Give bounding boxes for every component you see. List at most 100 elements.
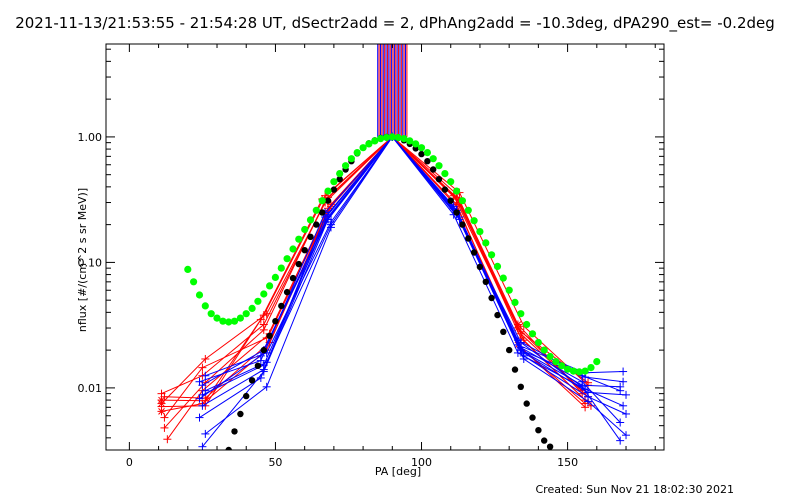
series-marker-blue — [201, 371, 210, 380]
curve-dot-black — [278, 302, 285, 310]
series-marker-blue — [326, 217, 335, 226]
curve-dot-green — [593, 358, 601, 366]
curve-dot-black — [453, 209, 460, 216]
curve-dot-green — [236, 314, 244, 322]
axes-layer: 0 50 100 150 0.01 0.10 1.00 — [78, 43, 665, 469]
series-marker-blue — [516, 346, 525, 355]
curve-dot-black — [324, 197, 332, 204]
curve-dot-green — [540, 346, 548, 354]
curve-dot-black — [447, 197, 454, 204]
curve-dot-black — [500, 328, 507, 335]
curve-dot-green — [225, 318, 233, 326]
curve-dot-black — [307, 233, 314, 240]
curve-dot-green — [201, 302, 209, 310]
curve-dot-black — [511, 366, 519, 373]
curve-dot-green — [476, 228, 484, 236]
curve-dot-green — [365, 140, 373, 148]
series-marker-blue — [622, 390, 631, 399]
curve-dot-green — [453, 187, 461, 195]
curve-dot-black — [254, 362, 262, 369]
series-line-blue — [202, 136, 621, 396]
curve-dot-green — [400, 135, 408, 143]
y-axis-label: nflux [#/(cm^2 s sr MeV)] — [76, 188, 89, 332]
curve-dot-green — [423, 149, 431, 157]
curve-dot-green — [318, 197, 326, 205]
curve-dot-black — [435, 176, 443, 183]
curve-dot-green — [412, 140, 420, 148]
curve-dot-green — [447, 178, 455, 186]
curve-dot-green — [371, 137, 379, 145]
curve-dot-green — [306, 216, 315, 224]
curve-dot-green — [184, 265, 192, 273]
series-marker-blue — [616, 382, 625, 391]
curve-dot-black — [301, 247, 308, 254]
curve-dot-green — [441, 170, 449, 178]
curve-dot-black — [313, 221, 320, 228]
series-marker-blue — [616, 436, 625, 445]
series-marker-red — [157, 402, 166, 411]
curve-dot-black — [546, 443, 554, 450]
curve-dot-green — [342, 162, 350, 170]
curve-dot-black — [430, 166, 437, 173]
curve-dot-black — [494, 311, 501, 319]
curve-dot-green — [312, 206, 320, 214]
curve-dot-green — [213, 314, 221, 322]
curve-dot-green — [499, 274, 507, 282]
curve-dot-green — [523, 320, 531, 329]
curve-dot-green — [558, 362, 566, 370]
chart-title: 2021-11-13/21:53:55 - 21:54:28 UT, dSect… — [15, 14, 775, 33]
curve-dot-black — [488, 294, 495, 302]
series-marker-blue — [259, 361, 268, 370]
plot-frame — [105, 43, 665, 451]
curve-dot-black — [465, 235, 472, 242]
curve-dot-green — [254, 297, 262, 305]
series-marker-blue — [201, 429, 210, 438]
curve-dot-green — [301, 225, 309, 234]
curve-dot-green — [569, 367, 578, 375]
curve-dot-black — [237, 410, 244, 418]
curve-dot-green — [195, 291, 204, 299]
curve-dot-black — [470, 249, 478, 256]
series-marker-blue — [256, 356, 265, 365]
series-marker-red — [160, 413, 169, 422]
curve-dot-black — [336, 176, 343, 183]
series-marker-red — [201, 354, 210, 363]
curve-dot-green — [528, 330, 537, 338]
curve-dot-black — [289, 274, 297, 282]
curve-dot-green — [517, 310, 525, 318]
curve-dot-green — [219, 317, 227, 325]
series-marker-blue — [584, 388, 593, 397]
curve-dot-green — [394, 133, 402, 142]
series-marker-red — [259, 325, 268, 334]
created-timestamp: Created: Sun Nov 21 18:02:30 2021 — [535, 483, 734, 496]
curve-dot-green — [587, 364, 595, 372]
series-marker-blue — [619, 367, 628, 376]
curve-dot-green — [482, 239, 490, 247]
curve-dot-green — [458, 197, 466, 205]
y-tick-label: 0.10 — [78, 256, 103, 269]
curve-dot-green — [575, 368, 583, 376]
curve-dot-green — [324, 187, 332, 195]
curve-dot-green — [336, 170, 344, 178]
series-marker-red — [198, 363, 207, 372]
curve-dot-black — [535, 427, 542, 434]
curve-dot-black — [330, 186, 338, 193]
curve-dot-green — [464, 206, 472, 214]
curve-dot-black — [441, 186, 449, 193]
curve-dot-black — [506, 346, 513, 354]
x-axis-label: PA [deg] — [375, 465, 421, 478]
curve-dot-black — [523, 400, 530, 407]
series-marker-red — [581, 403, 590, 412]
curve-dot-black — [231, 428, 238, 435]
curve-dot-black — [272, 318, 279, 325]
curve-dot-green — [190, 278, 198, 286]
curve-dot-green — [266, 282, 274, 290]
curve-dot-green — [564, 365, 572, 373]
curve-dot-green — [271, 273, 279, 281]
x-tick-label: 150 — [557, 456, 578, 469]
curve-dot-black — [283, 288, 291, 296]
curve-dot-green — [546, 352, 554, 361]
curve-dot-black — [424, 158, 431, 165]
curve-dot-green — [429, 155, 437, 163]
